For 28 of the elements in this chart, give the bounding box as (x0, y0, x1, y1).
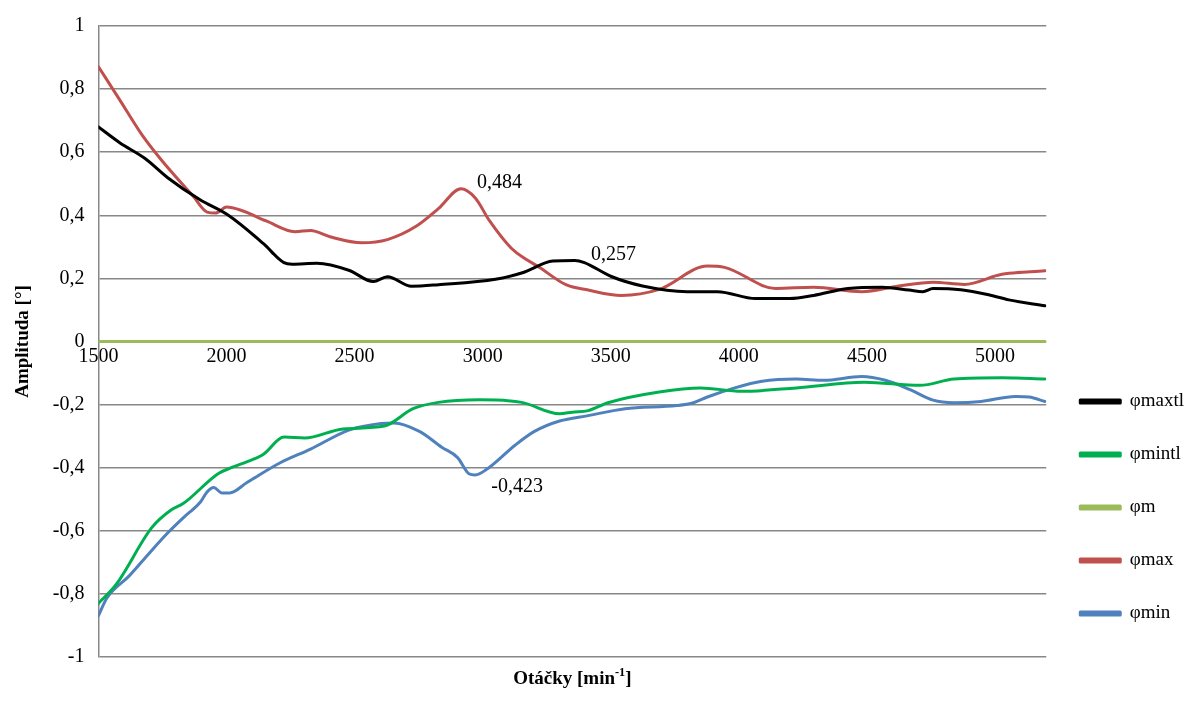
line-series (98, 125, 1047, 308)
x-tick-label: 4500 (846, 343, 887, 366)
x-tick-label: 5000 (975, 343, 1016, 366)
y-tick-label: 0,2 (59, 265, 85, 288)
annotation: 0,257 (590, 241, 636, 264)
annotation: -0,423 (491, 474, 543, 497)
x-tick-label: 3000 (462, 343, 503, 366)
y-tick-label: 0,6 (59, 139, 85, 162)
y-tick-label: 0,8 (59, 76, 85, 99)
legend-label: φmax (1129, 548, 1174, 570)
line-series (98, 65, 1047, 297)
legend-label: φmaxtl (1129, 389, 1185, 411)
y-tick-label: 1 (74, 13, 85, 36)
legend-label: φmintl (1129, 442, 1181, 464)
y-tick-label: -0,6 (52, 518, 85, 541)
y-tick-label: 0,4 (59, 202, 85, 225)
y-tick-label: -0,8 (52, 581, 85, 604)
y-tick-label: -1 (67, 644, 85, 667)
x-tick-label: 2000 (206, 343, 247, 366)
annotation: 0,484 (476, 170, 522, 193)
x-tick-label: 4000 (718, 343, 759, 366)
y-axis-title: Amplituda [°] (11, 285, 33, 398)
y-tick-label: -0,4 (52, 454, 85, 477)
legend-label: φmin (1129, 601, 1171, 623)
x-tick-label: 3500 (590, 343, 631, 366)
legend-label: φm (1129, 495, 1156, 517)
y-tick-label: -0,2 (52, 391, 85, 414)
x-tick-label: 2500 (334, 343, 375, 366)
